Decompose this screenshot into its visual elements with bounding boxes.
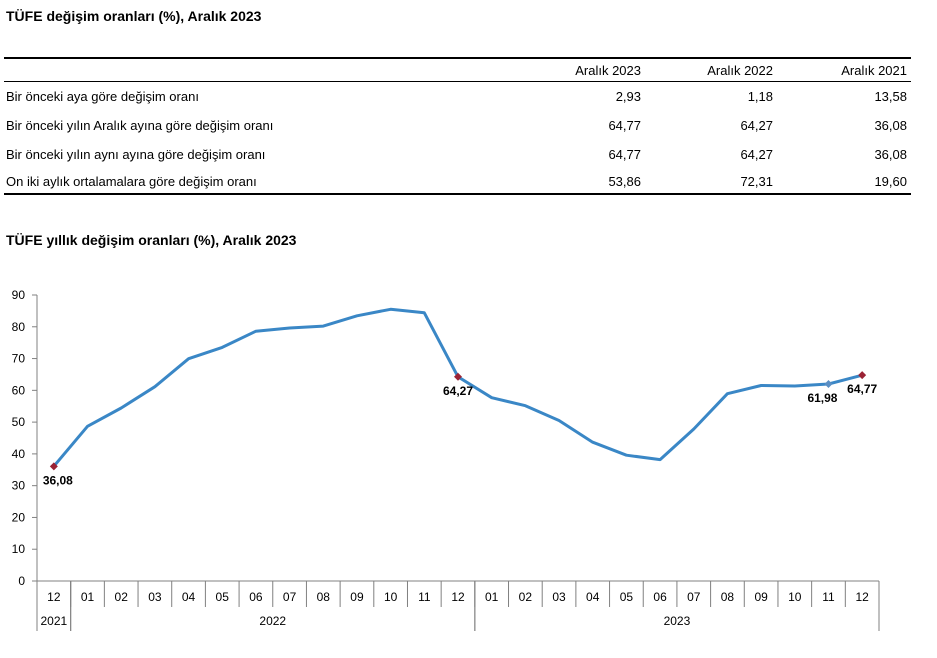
row-label: Bir önceki aya göre değişim oranı	[6, 89, 199, 104]
x-tick-label: 11	[822, 590, 835, 604]
data-label: 36,08	[43, 473, 73, 487]
x-tick-label: 07	[687, 590, 701, 604]
x-tick-label: 03	[552, 590, 566, 604]
x-tick-label: 08	[317, 590, 331, 604]
year-label: 2021	[40, 614, 67, 628]
x-tick-label: 06	[653, 590, 667, 604]
table-row: Bir önceki yılın aynı ayına göre değişim…	[4, 140, 911, 169]
data-label: 64,77	[847, 382, 877, 396]
table-cell: 1,18	[747, 89, 773, 104]
table-cell: 64,77	[608, 147, 641, 162]
table-cell: 36,08	[874, 118, 907, 133]
x-tick-label: 12	[451, 590, 465, 604]
table-cell: 64,77	[608, 118, 641, 133]
data-point-marker	[454, 372, 462, 381]
chart-title: TÜFE yıllık değişim oranları (%), Aralık…	[6, 232, 297, 248]
data-point-marker	[824, 380, 833, 389]
x-tick-label: 06	[249, 590, 263, 604]
y-tick-label: 80	[12, 320, 26, 334]
table-cell: 13,58	[874, 89, 907, 104]
table-header-cell: Aralık 2021	[777, 57, 911, 82]
x-tick-label: 08	[721, 590, 735, 604]
table-cell: 64,27	[740, 147, 773, 162]
data-label: 64,27	[443, 384, 473, 398]
table-cell: 2,93	[615, 89, 641, 104]
y-tick-label: 40	[12, 447, 26, 461]
x-tick-label: 01	[81, 590, 95, 604]
data-label: 61,98	[807, 391, 837, 405]
table-cell: 72,31	[645, 169, 777, 195]
x-tick-label: 05	[620, 590, 634, 604]
table-header-row: Aralık 2023 Aralık 2022 Aralık 2021	[4, 57, 911, 82]
table-cell: 64,27	[740, 118, 773, 133]
x-tick-label: 12	[47, 590, 61, 604]
y-tick-label: 0	[18, 574, 25, 588]
year-label: 2023	[664, 614, 691, 628]
x-tick-label: 05	[216, 590, 230, 604]
y-tick-label: 50	[12, 415, 26, 429]
y-tick-label: 70	[12, 352, 26, 366]
y-tick-label: 90	[12, 288, 26, 302]
row-label: Bir önceki yılın Aralık ayına göre değiş…	[6, 118, 274, 133]
x-tick-label: 02	[115, 590, 129, 604]
x-tick-label: 01	[485, 590, 499, 604]
table-header-cell: Aralık 2022	[645, 57, 777, 82]
table-cell: 53,86	[521, 169, 645, 195]
stats-table: Aralık 2023 Aralık 2022 Aralık 2021 Bir …	[4, 57, 911, 195]
table-header-blank	[4, 57, 521, 82]
x-tick-label: 02	[519, 590, 533, 604]
table-cell: 36,08	[874, 147, 907, 162]
x-tick-label: 11	[418, 590, 431, 604]
row-label: On iki aylık ortalamalara göre değişim o…	[4, 169, 521, 195]
y-tick-label: 30	[12, 479, 26, 493]
y-tick-label: 60	[12, 383, 26, 397]
x-tick-label: 10	[384, 590, 398, 604]
y-tick-label: 10	[12, 542, 26, 556]
x-tick-label: 10	[788, 590, 802, 604]
table-row: Bir önceki aya göre değişim oranı 2,93 1…	[4, 82, 911, 112]
table-title: TÜFE değişim oranları (%), Aralık 2023	[6, 8, 262, 24]
x-tick-label: 12	[855, 590, 869, 604]
row-label: Bir önceki yılın aynı ayına göre değişim…	[6, 147, 266, 162]
table-row: Bir önceki yılın Aralık ayına göre değiş…	[4, 111, 911, 140]
data-point-marker	[49, 462, 58, 471]
data-point-marker	[858, 371, 867, 380]
x-tick-label: 04	[586, 590, 600, 604]
table-header-cell: Aralık 2023	[521, 57, 645, 82]
x-tick-label: 09	[350, 590, 364, 604]
x-tick-label: 04	[182, 590, 196, 604]
table-row: On iki aylık ortalamalara göre değişim o…	[4, 169, 911, 195]
x-tick-label: 03	[148, 590, 162, 604]
table-cell: 19,60	[777, 169, 911, 195]
x-tick-label: 07	[283, 590, 297, 604]
year-label: 2022	[259, 614, 286, 628]
y-tick-label: 20	[12, 510, 26, 524]
x-tick-label: 09	[754, 590, 768, 604]
